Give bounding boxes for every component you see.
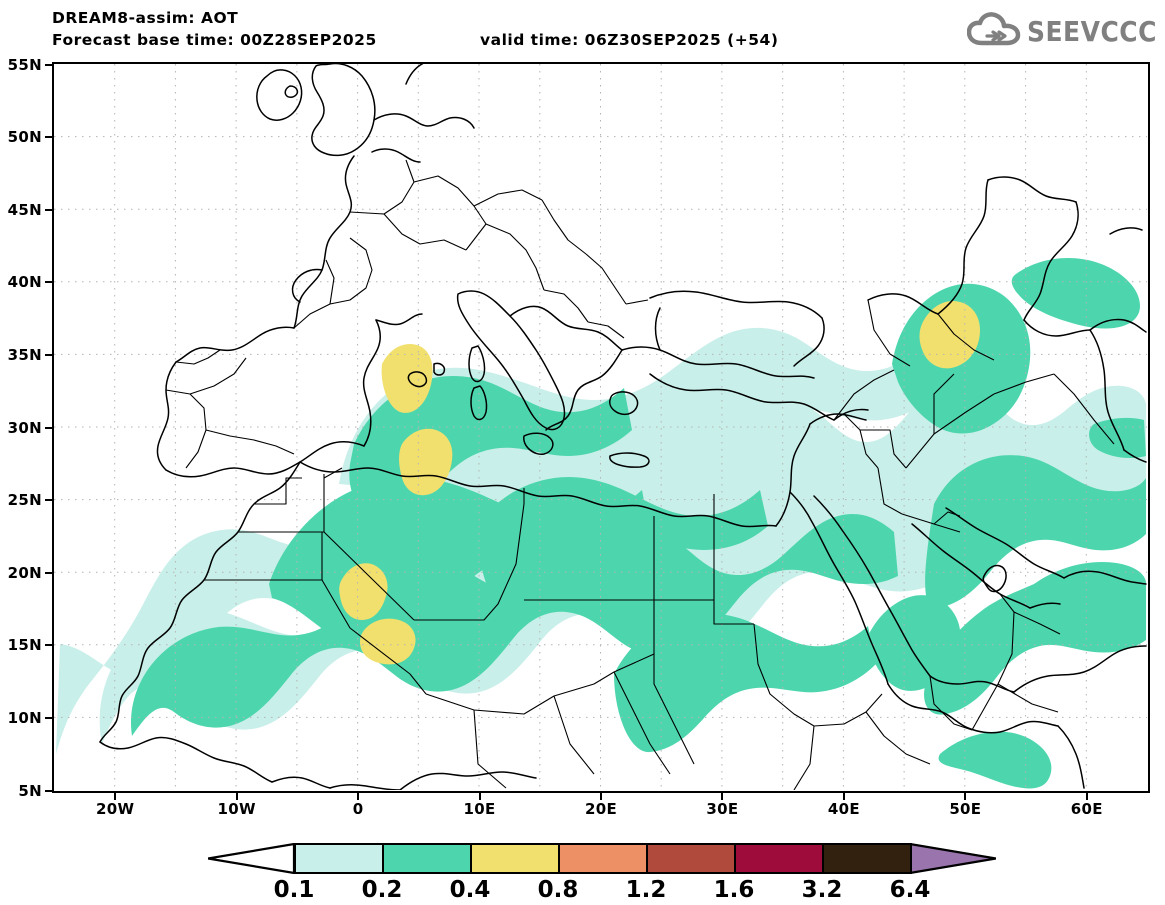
x-axis-label: 0	[352, 800, 364, 818]
x-axis-label: 20W	[96, 800, 135, 818]
header: DREAM8-assim: AOT Forecast base time: 00…	[0, 0, 1165, 60]
seevccc-logo: SEEVCCC	[966, 12, 1157, 50]
x-axis-tick	[600, 793, 602, 800]
x-axis-tick	[235, 793, 238, 800]
x-axis-label: 20E	[584, 800, 618, 818]
x-axis-label: 30E	[706, 800, 739, 818]
x-axis-label: 50E	[949, 800, 982, 818]
plot-frame	[52, 62, 1150, 793]
y-axis-label: 35N	[7, 345, 42, 364]
valid-time: valid time: 06Z30SEP2025 (+54)	[480, 31, 779, 49]
colorbar-segment	[470, 843, 560, 874]
political-borders	[165, 159, 1115, 790]
y-axis-tick	[45, 281, 52, 284]
colorbar-segment	[734, 843, 824, 874]
y-axis-label: 10N	[7, 708, 42, 727]
map-plot-area: 55N 50N 45N 40N 35N 30N 25N 20N 15N 10N 5N 20W 10W 0…	[8, 56, 1150, 818]
colorbar-tick-label: 0.4	[449, 877, 491, 903]
logo-text: SEEVCCC	[1026, 14, 1157, 48]
coastlines	[99, 64, 1147, 790]
colorbar-tick-label: 3.2	[801, 877, 843, 903]
x-axis-label: 10E	[463, 800, 496, 818]
x-axis-label: 40E	[827, 800, 860, 818]
x-axis-label: 60E	[1070, 800, 1103, 818]
y-axis-tick	[45, 426, 52, 429]
y-axis-label: 40N	[7, 273, 42, 292]
colorbar-tick-label: 0.2	[361, 877, 403, 903]
x-axis-label: 10W	[217, 800, 256, 818]
colorbar-tick-label: 1.6	[713, 877, 755, 903]
colorbar-segment	[822, 843, 912, 874]
colorbar-segment	[294, 843, 384, 874]
y-axis-label: 15N	[7, 636, 42, 655]
y-axis-label: 25N	[7, 491, 42, 510]
y-axis-label: 20N	[7, 563, 42, 582]
y-axis-tick	[45, 789, 52, 792]
colorbar: 0.1 0.2 0.4 0.8 1.2 1.6 3.2 6.4	[0, 838, 1165, 903]
grid-lines	[54, 64, 1147, 790]
y-axis-tick	[45, 208, 52, 211]
forecast-base-time: Forecast base time: 00Z28SEP2025	[52, 31, 377, 49]
x-axis-tick	[114, 793, 117, 800]
x-axis-tick	[964, 793, 967, 800]
x-axis-tick	[478, 793, 481, 800]
y-axis-tick	[45, 136, 52, 139]
y-axis-tick	[45, 63, 52, 66]
y-axis-tick	[45, 716, 52, 719]
y-axis-label: 30N	[7, 418, 42, 437]
y-axis-label: 45N	[7, 200, 42, 219]
cloud-arrow-icon	[966, 12, 1021, 50]
colorbar-tick-label: 6.4	[889, 877, 931, 903]
colorbar-scale	[208, 843, 996, 874]
y-axis-tick	[45, 499, 52, 502]
y-axis-tick	[45, 353, 52, 356]
colorbar-segment	[382, 843, 472, 874]
x-axis-tick	[842, 793, 845, 800]
y-axis-tick	[45, 644, 52, 647]
colorbar-tick-label: 0.1	[273, 877, 315, 903]
y-axis-label: 50N	[7, 128, 42, 147]
colorbar-segment	[558, 843, 648, 874]
colorbar-segment	[646, 843, 736, 874]
colorbar-over-arrow	[908, 843, 996, 874]
x-axis-tick	[357, 793, 360, 800]
aot-contour-map	[54, 64, 1147, 790]
x-axis-tick	[1085, 793, 1088, 800]
x-axis-tick	[721, 793, 724, 800]
page-title: DREAM8-assim: AOT	[52, 9, 239, 27]
y-axis-tick	[45, 571, 52, 574]
colorbar-tick-label: 0.8	[537, 877, 579, 903]
y-axis-label: 55N	[7, 55, 42, 74]
colorbar-tick-label: 1.2	[625, 877, 667, 903]
y-axis-label: 5N	[18, 781, 42, 800]
colorbar-under-arrow	[208, 843, 296, 874]
